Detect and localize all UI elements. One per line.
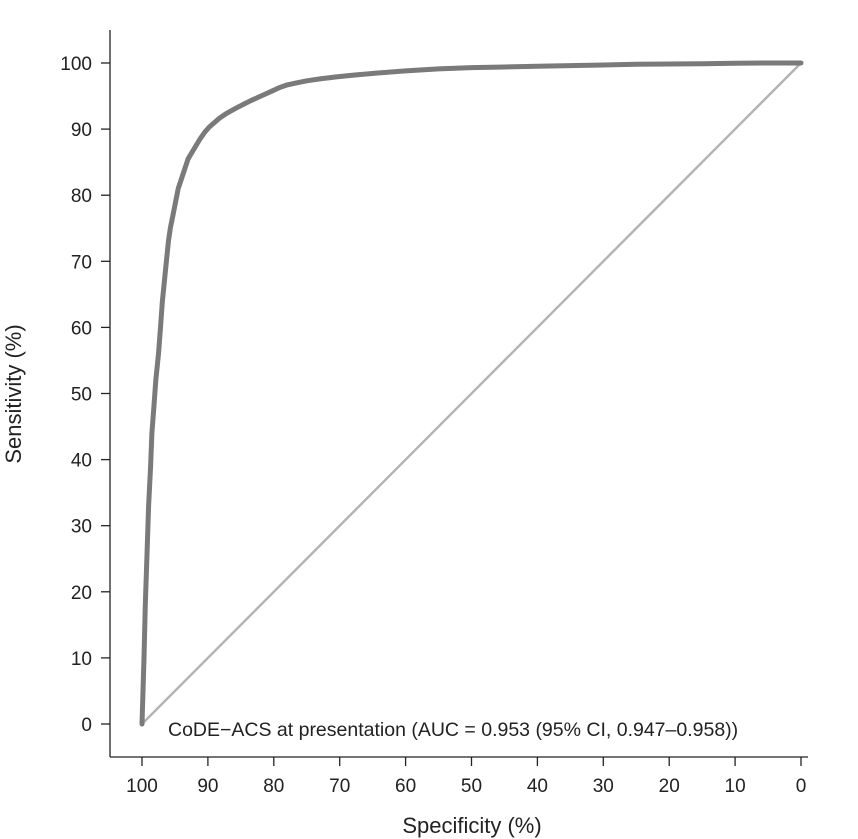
x-tick-label: 50: [461, 776, 482, 797]
x-tick-label: 0: [796, 776, 807, 797]
x-tick-label: 10: [725, 776, 746, 797]
x-tick-label: 80: [263, 776, 284, 797]
x-axis-title: Specificity (%): [402, 813, 541, 838]
y-tick-label: 10: [71, 649, 92, 670]
y-tick-label: 90: [71, 120, 92, 141]
y-axis-title: Sensitivity (%): [1, 324, 26, 463]
y-tick-label: 0: [81, 715, 92, 736]
y-tick-label: 60: [71, 318, 92, 339]
y-tick-label: 80: [71, 186, 92, 207]
y-tick-label: 40: [71, 451, 92, 472]
x-tick-label: 60: [395, 776, 416, 797]
x-tick-label: 70: [329, 776, 350, 797]
y-tick-label: 30: [71, 517, 92, 538]
auc-annotation: CoDE−ACS at presentation (AUC = 0.953 (9…: [168, 719, 738, 741]
x-tick-label: 100: [126, 776, 158, 797]
x-ticks: 100 90 80 70 60 50 40 30 20 10 0: [126, 757, 806, 797]
reference-diagonal-line: [140, 61, 803, 726]
series-group: [139, 60, 804, 727]
x-tick-label: 40: [527, 776, 548, 797]
axes: [109, 30, 808, 758]
x-tick-label: 20: [659, 776, 680, 797]
y-ticks: 0 10 20 30 40 50 60 70 80 90 100: [60, 54, 110, 736]
x-tick-label: 90: [197, 776, 218, 797]
y-tick-label: 70: [71, 252, 92, 273]
y-tick-label: 100: [60, 54, 92, 75]
y-tick-label: 50: [71, 385, 92, 406]
x-tick-label: 30: [593, 776, 614, 797]
roc-curve-line: [139, 60, 804, 727]
y-tick-label: 20: [71, 583, 92, 604]
